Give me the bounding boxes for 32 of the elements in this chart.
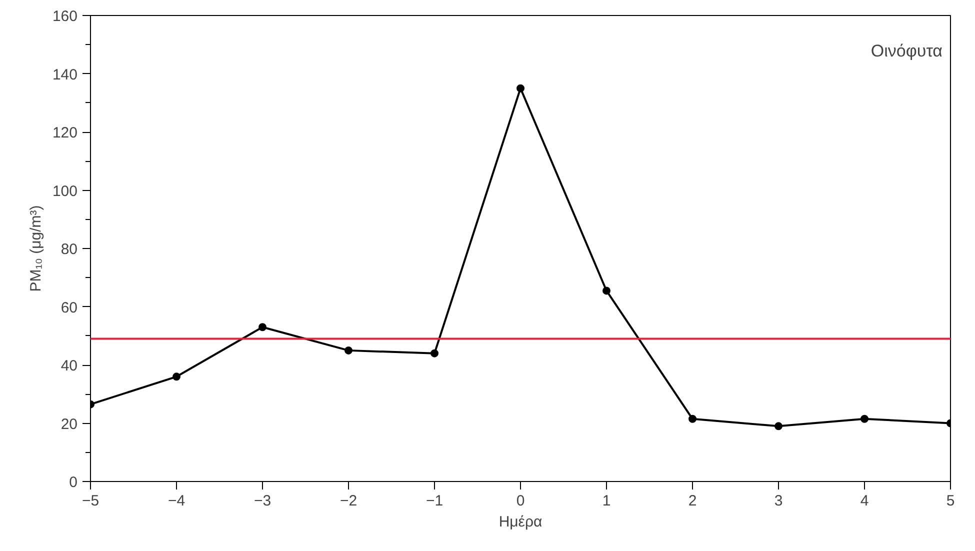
y-tick-label: 60 xyxy=(60,299,78,316)
x-tick-label: −3 xyxy=(254,492,272,510)
x-tick-label: −2 xyxy=(340,492,358,510)
x-tick-label: 1 xyxy=(602,492,611,510)
x-tick-label: 2 xyxy=(688,492,697,510)
y-tick-label: 120 xyxy=(52,124,78,142)
x-tick-label: 0 xyxy=(516,492,525,510)
y-tick-label: 40 xyxy=(60,358,78,374)
y-tick-label: 80 xyxy=(60,241,78,258)
point xyxy=(688,414,696,423)
y-tick-label: 140 xyxy=(52,66,78,84)
point xyxy=(860,414,868,423)
x-tick-label: −4 xyxy=(168,492,186,510)
point xyxy=(516,84,524,92)
x-tick-label: −1 xyxy=(426,492,444,510)
point xyxy=(258,323,266,332)
y-tick-label: 160 xyxy=(52,8,78,25)
point xyxy=(430,349,438,358)
x-tick-label: 5 xyxy=(946,492,955,510)
x-tick-label: −5 xyxy=(82,492,100,510)
y-tick-label: 100 xyxy=(52,182,78,200)
x-tick-label: 3 xyxy=(774,492,783,510)
x-axis-title: Ημέρα xyxy=(498,514,543,530)
point xyxy=(602,286,610,295)
point xyxy=(774,422,782,430)
x-tick-label: 4 xyxy=(860,492,869,510)
point xyxy=(344,346,352,354)
point xyxy=(172,372,180,381)
y-tick-label: 0 xyxy=(69,474,78,491)
annotation: Οινόφυτα xyxy=(870,42,943,60)
y-tick-label: 20 xyxy=(60,416,78,433)
y-axis-title: PM₁₀ (μg/m³) xyxy=(27,205,44,292)
